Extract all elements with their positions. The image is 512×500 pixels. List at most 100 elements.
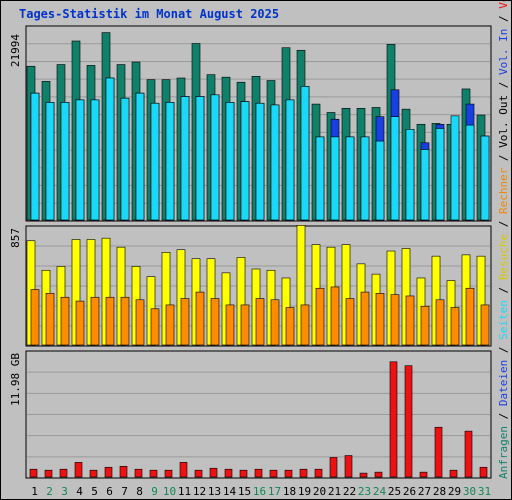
bar-rechner-day-28	[435, 299, 445, 346]
legend-part-4: Seiten	[497, 300, 510, 340]
bar-seiten-day-25	[390, 116, 400, 221]
x-tick-label-29: 29	[448, 485, 461, 498]
bar-rechner-day-24	[375, 293, 385, 346]
bar-seiten-day-26	[405, 129, 415, 221]
bar-rechner-day-25	[390, 294, 400, 346]
bar-volumen-day-19	[299, 468, 308, 478]
bar-volumen-day-6	[104, 466, 113, 478]
bar-rechner-day-30	[465, 287, 475, 346]
bar-seiten-day-28	[435, 128, 445, 221]
bar-seiten-day-3	[60, 102, 70, 221]
bar-rechner-day-12	[195, 291, 205, 346]
bar-rechner-day-27	[420, 305, 430, 346]
bar-rechner-day-5	[90, 296, 100, 346]
bar-volumen-day-5	[89, 469, 98, 478]
x-tick-label-10: 10	[163, 485, 176, 498]
bar-seiten-day-4	[75, 99, 85, 221]
x-tick-label-30: 30	[463, 485, 476, 498]
bar-rechner-day-23	[360, 291, 370, 346]
bar-volumen-day-21	[329, 457, 338, 478]
bar-rechner-day-11	[180, 298, 190, 346]
bar-seiten-day-9	[150, 102, 160, 221]
bar-volumen-day-28	[434, 426, 443, 478]
ymax-label-top: 21994	[9, 34, 22, 67]
bar-rechner-day-21	[330, 286, 340, 346]
legend-part-14: Volumen	[497, 1, 510, 9]
bar-seiten-day-2	[45, 102, 55, 221]
x-tick-label-12: 12	[193, 485, 206, 498]
bar-rechner-day-20	[315, 287, 325, 346]
x-tick-label-21: 21	[328, 485, 341, 498]
x-tick-label-11: 11	[178, 485, 191, 498]
legend-part-0: Anfragen	[497, 426, 510, 479]
x-tick-label-18: 18	[283, 485, 296, 498]
bar-volumen-day-24	[374, 471, 383, 478]
bar-rechner-day-16	[255, 298, 265, 346]
bar-rechner-day-22	[345, 298, 355, 346]
right-legend: Anfragen / Dateien / Seiten / Besuche / …	[497, 1, 510, 479]
bar-seiten-day-31	[480, 135, 490, 221]
bar-volumen-day-13	[209, 467, 218, 478]
x-tick-label-27: 27	[418, 485, 431, 498]
bar-rechner-day-29	[450, 307, 460, 346]
x-tick-label-19: 19	[298, 485, 311, 498]
legend-part-13: /	[497, 9, 510, 29]
bar-seiten-day-12	[195, 96, 205, 221]
bar-rechner-day-31	[480, 304, 490, 346]
bar-seiten-day-8	[135, 92, 145, 221]
legend-part-5: /	[497, 280, 510, 300]
x-tick-label-1: 1	[31, 485, 38, 498]
bar-seiten-day-14	[225, 102, 235, 221]
x-tick-label-7: 7	[121, 485, 128, 498]
x-tick-label-6: 6	[106, 485, 113, 498]
chart-title: Tages-Statistik im Monat August 2025	[19, 7, 280, 21]
x-tick-label-9: 9	[151, 485, 158, 498]
bar-seiten-day-16	[255, 102, 265, 221]
x-tick-label-4: 4	[76, 485, 83, 498]
bar-volumen-day-22	[344, 455, 353, 478]
bar-volumen-day-12	[194, 469, 203, 478]
x-tick-label-2: 2	[46, 485, 53, 498]
bar-volumen-day-16	[254, 468, 263, 478]
bar-volumen-day-18	[284, 469, 293, 478]
bar-volumen-day-23	[359, 472, 368, 478]
bar-rechner-day-4	[75, 300, 85, 346]
bar-seiten-day-24	[375, 140, 385, 221]
bar-seiten-day-18	[285, 99, 295, 221]
legend-part-1: /	[497, 406, 510, 426]
bar-seiten-day-19	[300, 86, 310, 221]
bar-volumen-day-14	[224, 468, 233, 478]
legend-part-2: Dateien	[497, 360, 510, 406]
x-tick-label-17: 17	[268, 485, 281, 498]
bar-rechner-day-13	[210, 298, 220, 346]
bar-volumen-day-7	[119, 465, 128, 478]
bar-rechner-day-17	[270, 299, 280, 346]
x-tick-label-23: 23	[358, 485, 371, 498]
bar-seiten-day-21	[330, 136, 340, 221]
x-tick-label-14: 14	[223, 485, 237, 498]
bar-seiten-day-27	[420, 149, 430, 221]
x-tick-label-24: 24	[373, 485, 387, 498]
bar-volumen-day-17	[269, 469, 278, 478]
legend-part-8: Rechner	[497, 167, 510, 214]
bar-rechner-day-19	[300, 304, 310, 346]
bar-volumen-day-27	[419, 471, 428, 478]
bar-volumen-day-29	[449, 469, 458, 478]
x-tick-label-5: 5	[91, 485, 98, 498]
bar-seiten-day-29	[450, 115, 460, 221]
legend-part-11: /	[497, 75, 510, 95]
x-tick-label-28: 28	[433, 485, 446, 498]
bar-seiten-day-20	[315, 136, 325, 221]
bar-volumen-day-1	[29, 468, 38, 478]
legend-part-3: /	[497, 340, 510, 360]
bar-volumen-day-4	[74, 462, 83, 478]
legend-part-9: /	[497, 148, 510, 168]
x-tick-label-25: 25	[388, 485, 401, 498]
x-tick-label-26: 26	[403, 485, 416, 498]
bar-volumen-day-10	[164, 469, 173, 478]
legend-part-7: /	[497, 214, 510, 234]
bar-rechner-day-15	[240, 304, 250, 346]
x-tick-label-8: 8	[136, 485, 143, 498]
bar-volumen-day-25	[389, 361, 398, 478]
